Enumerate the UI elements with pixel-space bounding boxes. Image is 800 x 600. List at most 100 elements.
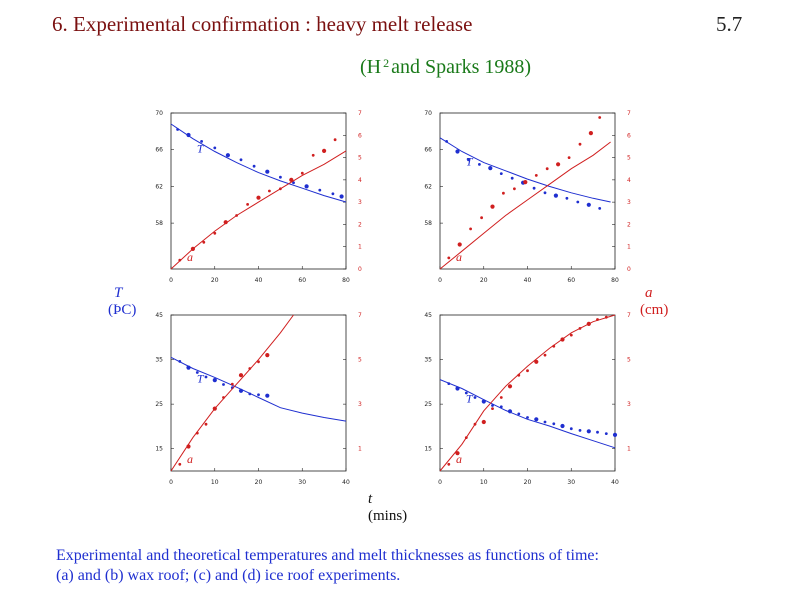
panel-d-temperature-data-point: [473, 396, 477, 399]
panel-a-thickness-theory-line: [170, 150, 347, 270]
panel-a-thickness-data-point: [289, 177, 294, 182]
panel-d-thickness-data-point: [507, 384, 513, 389]
right-axis-title: a: [645, 285, 653, 301]
panel-c-x-tick-label: 0: [169, 479, 173, 486]
panel-d-thickness-data-point: [560, 337, 565, 342]
panel-a-thickness-data-point: [300, 171, 304, 175]
panel-d-temperature-data-point: [612, 432, 618, 437]
panel-d-temperature-data-point: [447, 382, 451, 385]
panel-d-temperature-data-point: [604, 432, 608, 435]
panel-d-temperature-data-point: [464, 391, 468, 395]
slide-title: 6. Experimental confirmation : heavy mel…: [52, 12, 473, 36]
panel-b-thickness-data-point: [480, 216, 483, 220]
panel-a-temperature-theory-line: [170, 123, 347, 203]
panel-d-temperature-data-point: [499, 405, 503, 409]
panel-c-thickness-data-point: [204, 422, 208, 426]
slide-number: 5.7: [716, 12, 743, 36]
panel-a-x-tick-label: 20: [211, 277, 219, 284]
panel-c-y-left-tick-label: 15: [155, 446, 163, 453]
panel-b-x-tick-label: 20: [480, 277, 488, 284]
panel-d-temperature-data-point: [517, 412, 521, 416]
panel-c-frame: [170, 314, 347, 472]
panel-b-y-right-tick-label: 3: [627, 199, 631, 206]
panel-b-temperature-theory-line: [439, 137, 611, 203]
panel-d-temperature-data-point: [481, 399, 486, 404]
panel-b-y-left-tick-label: 62: [424, 183, 432, 190]
panel-a-temperature-data-point: [213, 146, 217, 150]
panel-b-thickness-data-point: [567, 156, 571, 160]
panel-b-frame: [439, 112, 616, 270]
panel-b-x-tick-label: 80: [611, 277, 619, 284]
panel-b-temperature-data-point: [543, 191, 547, 195]
panel-b-y-right-tick-label: 7: [627, 110, 631, 117]
panel-c-temperature-data-point: [178, 360, 182, 363]
panel-b-y-right-tick-label: 6: [627, 132, 631, 139]
panel-c-temperature-data-point: [222, 383, 225, 386]
panel-c-temperature-data-point: [257, 393, 260, 397]
panel-a-temperature-data-point: [292, 181, 295, 185]
panel-c-thickness-data-point: [238, 373, 244, 378]
panel-d-y-left-tick-label: 45: [424, 312, 432, 319]
panel-a-temperature-data-point: [279, 175, 282, 179]
panel-c-thickness-data-point: [195, 431, 199, 435]
x-axis-unit: (mins): [368, 508, 408, 524]
panel-b-thickness-data-point: [588, 131, 594, 136]
panel-b-thickness-data-point: [598, 116, 602, 119]
panel-d-thickness-data-point: [604, 315, 608, 319]
panel-d-y-left-tick-label: 15: [424, 446, 432, 453]
panel-b-temperature-data-point: [499, 172, 503, 176]
panel-b-y-right-tick-label: 4: [627, 177, 631, 184]
panel-c-temperature-data-point: [265, 393, 270, 398]
panel-d-thickness-data-point: [569, 333, 573, 337]
panel-c-y-right-tick-label: 3: [358, 401, 362, 408]
panel-d-x-tick-label: 0: [438, 479, 442, 486]
panel-b-thickness-theory-line: [439, 141, 611, 270]
panel-c-x-tick-label: 40: [342, 479, 350, 486]
panel-c-x-tick-label: 10: [211, 479, 219, 486]
panel-d-thickness-data-point: [552, 344, 556, 348]
left-axis-title: T: [114, 285, 123, 301]
panel-c-thickness-data-point: [186, 444, 191, 449]
panel-d-temperature-data-point: [596, 430, 599, 434]
panel-a-thickness-data-point: [202, 240, 206, 244]
panel-c-thickness-data-point: [178, 462, 182, 466]
panel-c-temperature-data-point: [204, 375, 208, 379]
panel-b-temperature-data-point: [455, 149, 460, 154]
panel-a-y-right-tick-label: 7: [358, 110, 362, 117]
caption-line-2: (a) and (b) wax roof; (c) and (d) ice ro…: [56, 567, 401, 584]
panel-c-y-right-tick-label: 1: [358, 446, 362, 453]
panel-a-y-right-tick-label: 2: [358, 221, 362, 228]
panel-b-thickness-data-point: [469, 227, 472, 231]
panel-d-thickness-data-point: [526, 369, 529, 373]
panel-b-y-right-tick-label: 1: [627, 244, 631, 251]
panel-a-x-tick-label: 0: [169, 277, 173, 284]
caption-line-1: Experimental and theoretical temperature…: [56, 547, 599, 564]
panel-d-temperature-data-point: [569, 427, 573, 431]
panel-b-y-right-tick-label: 5: [627, 155, 631, 162]
panel-d-x-tick-label: 10: [480, 479, 488, 486]
panel-d-thickness-theory-series-label: a: [456, 452, 462, 466]
panel-b-temperature-data-point: [488, 166, 493, 171]
panel-a-temperature-theory-series-label: T: [197, 142, 205, 156]
panel-a-temperature-data-point: [200, 140, 204, 143]
panel-a-thickness-data-point: [223, 220, 228, 225]
panel-d-x-tick-label: 20: [524, 479, 532, 486]
panel-a-temperature-data-point: [331, 192, 335, 196]
panel-b-x-tick-label: 40: [524, 277, 532, 284]
panel-d-y-left-tick-label: 35: [424, 357, 432, 364]
panel-c-thickness-theory-series-label: a: [187, 452, 193, 466]
panel-b-thickness-data-point: [447, 256, 451, 260]
citation-post: and Sparks 1988): [391, 56, 532, 78]
panel-c-temperature-theory-line: [170, 356, 347, 422]
panel-d-temperature-data-point: [543, 420, 547, 424]
panel-b-temperature-data-point: [576, 200, 580, 204]
panel-a-thickness-data-point: [178, 258, 182, 262]
panel-c-x-tick-label: 30: [298, 479, 306, 486]
panel-a-thickness-data-point: [213, 231, 217, 235]
panel-d-temperature-theory-line: [439, 379, 616, 449]
panel-a-temperature-data-point: [339, 194, 344, 199]
panel-a-thickness-data-point: [246, 203, 250, 206]
panel-c-thickness-theory-line: [170, 314, 294, 472]
panel-c-y-right-tick-label: 5: [358, 357, 362, 364]
